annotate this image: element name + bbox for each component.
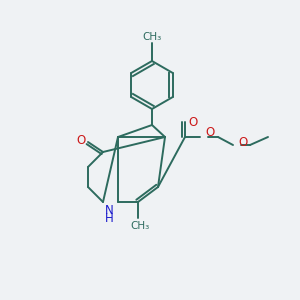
Text: CH₃: CH₃ <box>130 221 150 231</box>
Text: H: H <box>105 212 113 224</box>
Text: O: O <box>205 127 214 140</box>
Text: N: N <box>105 205 113 218</box>
Text: O: O <box>238 136 247 149</box>
Text: CH₃: CH₃ <box>142 32 162 42</box>
Text: O: O <box>188 116 198 128</box>
Text: O: O <box>76 134 85 146</box>
